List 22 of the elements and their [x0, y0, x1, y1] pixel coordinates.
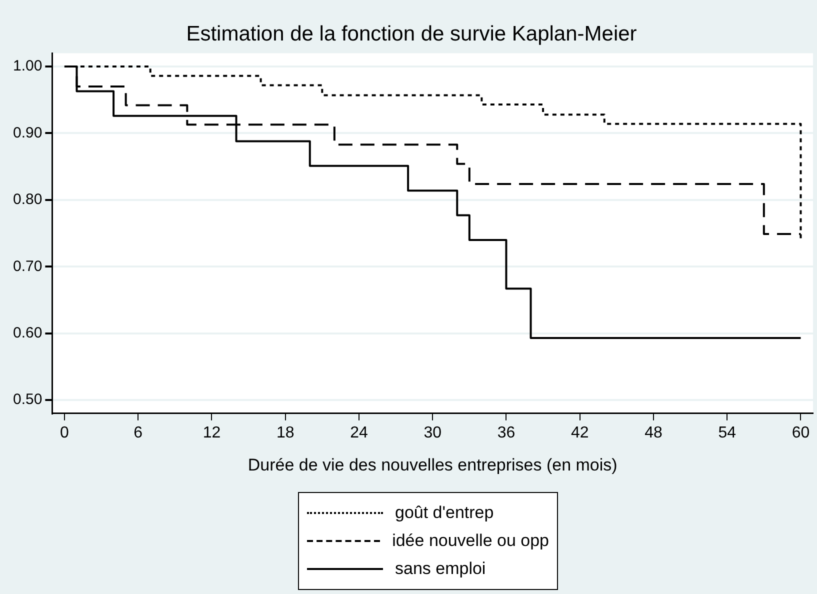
x-tick-label: 12	[202, 424, 221, 442]
x-tick-label: 48	[644, 424, 662, 442]
x-tick-label: 24	[350, 424, 368, 442]
y-tick-label: 0.70	[12, 258, 42, 275]
chart-title: Estimation de la fonction de survie Kaplan-Meier	[186, 22, 637, 46]
x-tick-label: 30	[424, 424, 442, 442]
x-tick-label: 42	[570, 424, 589, 442]
x-axis-title: Durée de vie des nouvelles entreprises (en mois)	[248, 455, 618, 474]
legend-label: goût d'entrep	[395, 503, 494, 523]
x-tick-label: 54	[718, 424, 736, 442]
y-tick-label: 0.50	[12, 391, 42, 408]
x-tick-label: 36	[497, 424, 516, 442]
legend-label: idée nouvelle ou opp	[392, 531, 549, 551]
x-tick-label: 60	[792, 424, 810, 442]
y-tick-label: 0.80	[12, 191, 42, 208]
x-tick-label: 18	[276, 424, 294, 442]
y-tick-label: 1.00	[12, 58, 42, 75]
legend-label: sans emploi	[395, 559, 486, 579]
x-tick-label: 6	[134, 424, 143, 442]
y-tick-label: 0.60	[12, 324, 42, 342]
y-tick-label: 0.90	[12, 124, 42, 142]
x-tick-label: 0	[60, 424, 70, 442]
